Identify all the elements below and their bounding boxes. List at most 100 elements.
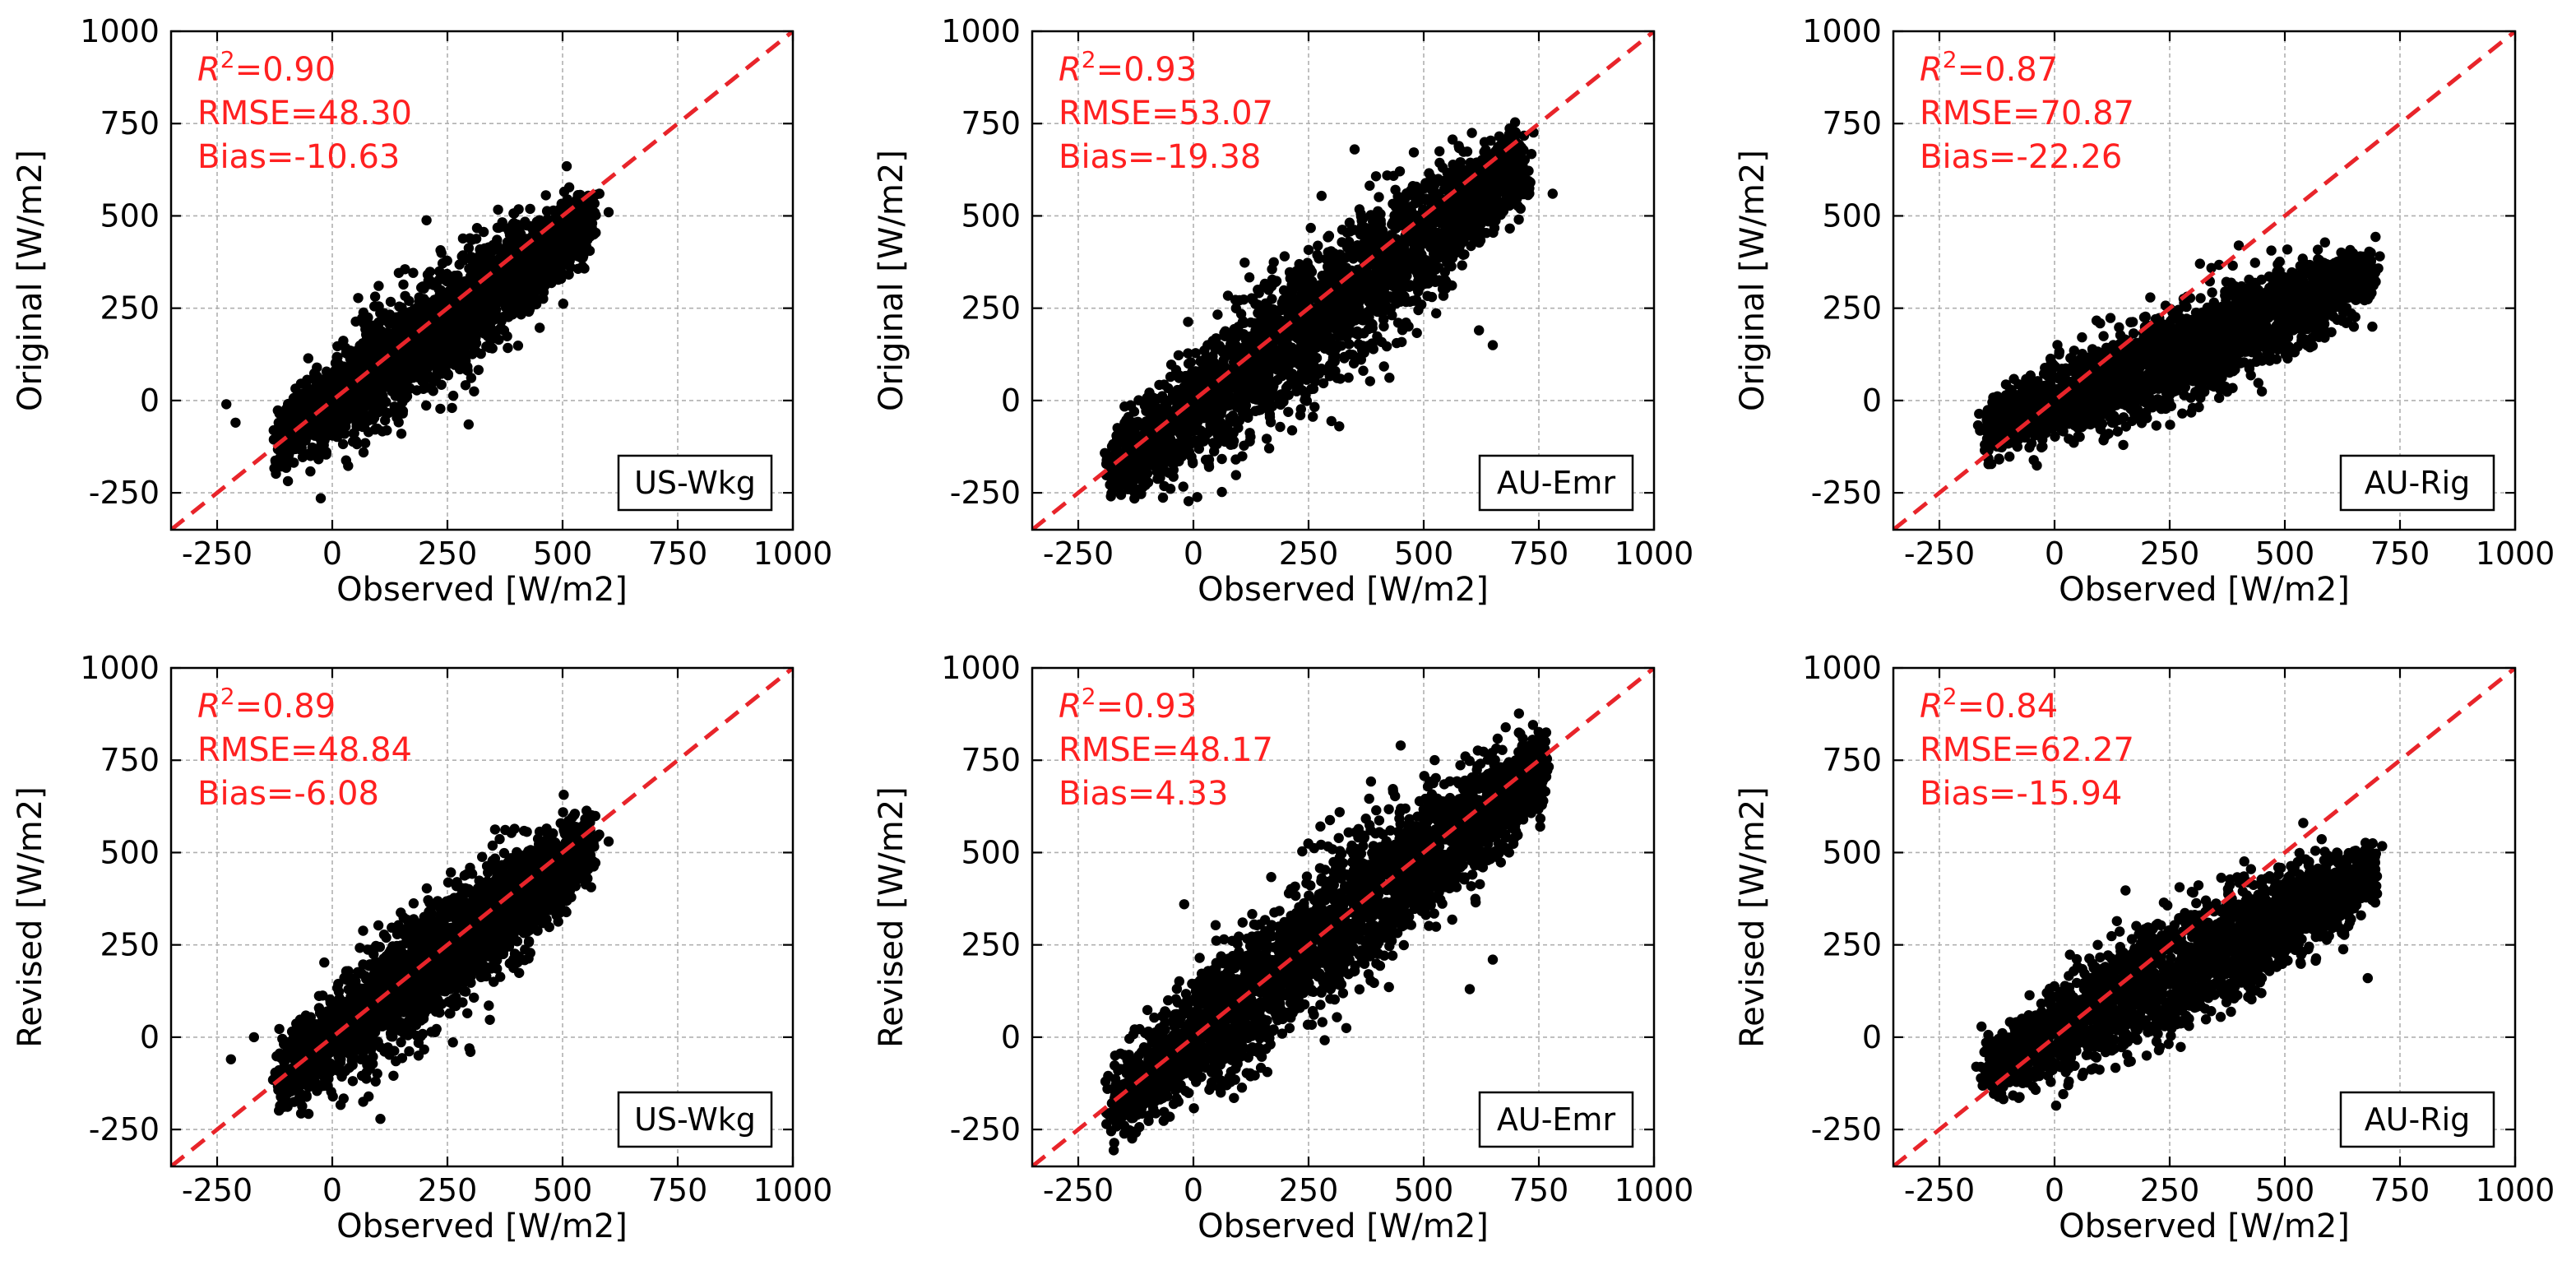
chart-2-point (1353, 339, 1364, 350)
chart-2-point (1504, 223, 1515, 234)
chart-2-point (1321, 253, 1332, 264)
chart-1-point (493, 204, 503, 216)
chart-2-point (1364, 376, 1376, 387)
chart-1-point (272, 425, 283, 436)
chart-2-point (1390, 184, 1401, 195)
chart-1-point (282, 475, 294, 487)
chart-2-point (1119, 401, 1130, 412)
chart-1-point (311, 414, 322, 424)
chart-1-site-label: US-Wkg (634, 465, 756, 501)
chart-1-point (521, 220, 532, 231)
chart-2-point (1434, 146, 1445, 157)
chart-1-xtick-label: 750 (648, 536, 708, 572)
chart-2-point (1286, 425, 1298, 436)
chart-1-point (517, 294, 528, 305)
chart-1-one-to-one-line (171, 31, 793, 530)
chart-1-xlabel: Observed [W/m2] (336, 571, 628, 609)
chart-2-point (1374, 214, 1385, 225)
chart-2-point (1267, 274, 1278, 285)
chart-1-point (376, 397, 387, 409)
chart-2-point (1128, 406, 1140, 417)
chart-1-point (469, 386, 480, 396)
chart-1-point (440, 364, 451, 374)
chart-1-point (338, 336, 349, 346)
chart-2-point (1220, 326, 1231, 336)
chart-1-frame (169, 30, 795, 531)
chart-2-point (1189, 403, 1201, 414)
chart-2-point (1343, 372, 1354, 383)
chart-1-point (419, 375, 430, 386)
chart-2-point (1245, 431, 1256, 443)
chart-1-point (475, 348, 486, 359)
chart-2-point (1168, 465, 1179, 475)
chart-1-point (395, 313, 405, 323)
chart-1-point (429, 376, 439, 387)
chart-1-point (347, 436, 359, 447)
chart-2-point (1239, 294, 1249, 305)
chart-1-point (516, 229, 526, 239)
chart-2-point (1339, 351, 1350, 363)
chart-2-point (1511, 129, 1522, 140)
chart-1-point (507, 275, 518, 286)
chart-1-point (312, 371, 322, 382)
chart-2-point (1225, 439, 1236, 450)
chart-1-point (327, 422, 338, 433)
chart-1-point (373, 318, 384, 328)
chart-1-point (442, 287, 454, 298)
chart-1-point (421, 400, 432, 411)
chart-1-point (455, 310, 466, 321)
chart-1-point (463, 243, 475, 253)
chart-1-point (558, 186, 570, 197)
chart-2-point (1411, 265, 1421, 276)
chart-1-point (507, 297, 518, 308)
chart-2-point (1300, 394, 1310, 406)
chart-1-point (530, 274, 541, 285)
chart-2-point (1334, 421, 1345, 432)
chart-1-point (540, 190, 551, 201)
chart-1-bias-label: Bias=-10.63 (197, 138, 400, 176)
chart-2-point (1259, 278, 1271, 290)
chart-1-point (321, 447, 331, 457)
chart-2-point (1174, 373, 1184, 383)
chart-1-point (400, 290, 410, 301)
chart-2-point (1374, 192, 1384, 202)
chart-2-point (1323, 232, 1334, 243)
chart-2-point (1261, 434, 1272, 444)
chart-2-point (1250, 406, 1261, 416)
chart-1-point (584, 220, 595, 232)
chart-1-point (305, 466, 316, 477)
chart-1-point (363, 415, 373, 426)
chart-2-point (1161, 402, 1172, 413)
chart-2-point (1416, 299, 1427, 310)
chart-1-point (555, 268, 566, 279)
chart-2-point (1183, 348, 1193, 359)
chart-1-point (547, 263, 558, 274)
chart-2-point (1172, 384, 1183, 396)
chart-1-rmse-label: RMSE=48.30 (197, 95, 412, 132)
chart-2-point (1267, 388, 1278, 400)
chart-2-point (1344, 339, 1355, 350)
chart-2-point (1455, 157, 1466, 168)
chart-1-point (466, 333, 476, 344)
chart-1-point (424, 304, 435, 314)
chart-1-point (490, 285, 502, 297)
chart-2-point (1465, 157, 1476, 168)
chart-1-point (369, 301, 380, 312)
chart-2-point (1526, 149, 1537, 160)
chart-1-point (487, 274, 498, 285)
chart-1-point (313, 395, 324, 406)
chart-1-point (435, 403, 446, 415)
chart-1-point (397, 364, 408, 376)
chart-1-point (326, 402, 337, 413)
chart-1-point (307, 442, 317, 453)
chart-2-point (1212, 309, 1223, 320)
chart-1-point (349, 428, 359, 438)
chart-1-point (594, 188, 605, 199)
chart-2-point (1489, 222, 1500, 234)
chart-2-point (1398, 241, 1410, 252)
chart-1-point (343, 461, 354, 471)
chart-1-point (364, 319, 375, 330)
chart-2-point (1172, 419, 1184, 430)
chart-1-point (303, 353, 313, 364)
chart-1-point (414, 312, 425, 322)
